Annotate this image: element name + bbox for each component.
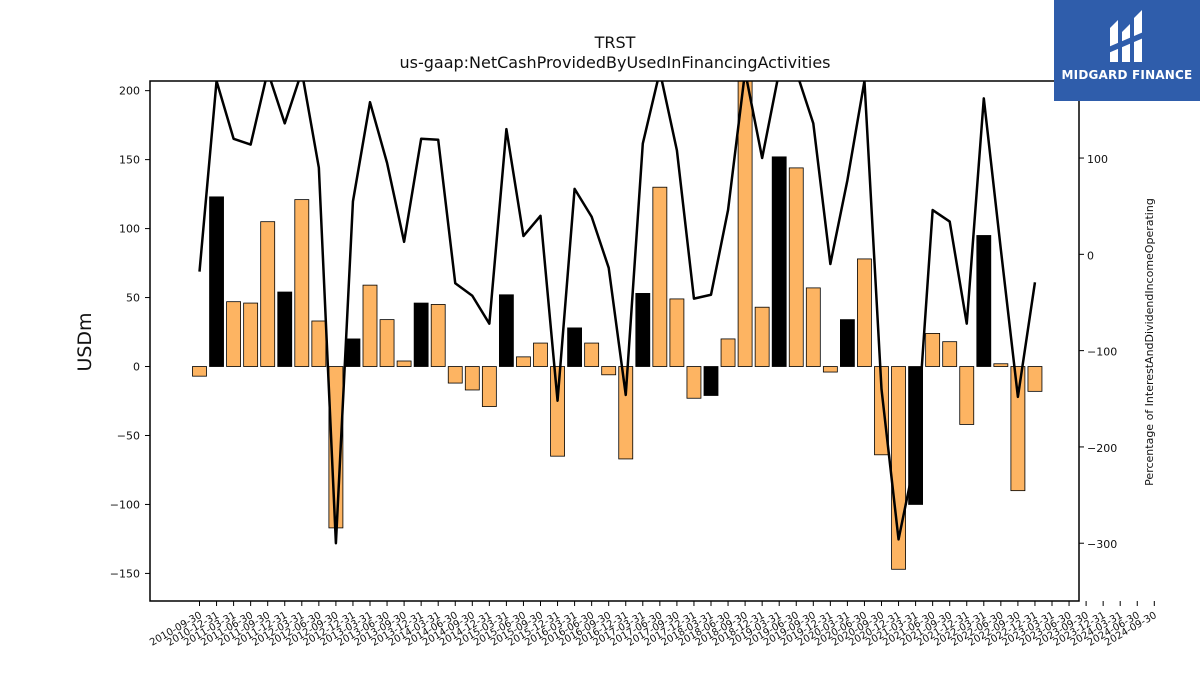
line-path [198, 81, 1037, 545]
bar-2012-12-31 [345, 338, 361, 367]
bar-2017-03-31 [635, 293, 651, 367]
bar-2011-09-30 [260, 221, 276, 367]
y-axis-label: USDm [74, 312, 96, 371]
bar-2019-09-30 [805, 287, 821, 367]
y-tick-label: −150 [110, 567, 140, 580]
bar-series [192, 81, 1043, 570]
bar-2015-09-30 [533, 342, 548, 367]
bar-2013-03-31 [362, 284, 378, 367]
y2-axis-label: Percentage of InterestAndDividendIncomeO… [1143, 198, 1156, 486]
y-tick-label: 200 [119, 85, 140, 98]
bar-2013-12-31 [413, 302, 429, 367]
bar-2019-06-30 [788, 167, 804, 367]
bar-2013-09-30 [396, 360, 412, 367]
bar-2017-06-30 [652, 186, 668, 367]
y-tick-label: 100 [119, 223, 140, 236]
bar-2016-09-30 [601, 366, 617, 376]
bar-2015-06-30 [516, 356, 531, 367]
bar-2018-06-30 [720, 338, 736, 367]
bar-2016-12-31 [618, 366, 634, 460]
bar-2020-09-30 [874, 366, 889, 456]
y-tick-label: 0 [133, 361, 140, 374]
bar-2011-12-31 [277, 291, 293, 367]
bar-2019-12-31 [822, 366, 838, 373]
bar-2020-06-30 [857, 258, 872, 367]
bar-2018-03-31 [703, 366, 719, 396]
y2-tick-label: 100 [1087, 153, 1108, 166]
y-axis: 200 150 100 50 0 −50 −100 −150 [110, 85, 150, 580]
y2-tick-label: −300 [1087, 538, 1117, 551]
bar-2014-09-30 [464, 366, 480, 391]
bar-2018-12-31 [754, 306, 770, 367]
chart-subtitle: us-gaap:NetCashProvidedByUsedInFinancing… [399, 53, 830, 72]
line-series [198, 81, 1037, 545]
bar-2019-03-31 [771, 156, 787, 367]
y-tick-label: −100 [110, 498, 140, 511]
bar-2022-03-31 [976, 235, 992, 367]
bar-2018-09-30 [737, 81, 753, 367]
bar-2021-09-30 [942, 341, 958, 367]
bar-2011-03-31 [226, 301, 242, 367]
bar-2012-03-31 [294, 199, 310, 367]
y2-tick-label: −200 [1087, 442, 1117, 455]
bar-2022-06-30 [993, 363, 1009, 367]
y2-tick-label: −100 [1087, 346, 1117, 359]
bar-2020-03-31 [840, 319, 855, 367]
y2-axis: 100 0 −100 −200 −300 [1079, 153, 1117, 551]
bar-2015-03-31 [498, 294, 514, 367]
bar-2014-03-31 [430, 304, 446, 367]
bar-2012-06-30 [311, 320, 327, 367]
bar-2016-03-31 [567, 327, 582, 367]
bar-2010-12-31 [209, 196, 224, 367]
bar-2022-12-31 [1027, 366, 1043, 392]
bar-2014-06-30 [447, 366, 463, 384]
bar-2015-12-31 [550, 366, 565, 457]
bar-2011-06-30 [243, 302, 259, 367]
bar-2016-06-30 [584, 342, 600, 367]
bar-2022-09-30 [1010, 366, 1026, 492]
bar-2021-12-31 [959, 366, 975, 425]
y-tick-label: 150 [119, 154, 140, 167]
bar-2013-06-30 [379, 319, 395, 367]
y-tick-label: 50 [126, 292, 140, 305]
plot-frame [149, 80, 1080, 602]
bar-2017-09-30 [669, 298, 685, 367]
x-axis: 2010-09-302010-12-312011-03-312011-06-30… [148, 601, 1159, 649]
midgard-logo-icon [1106, 10, 1148, 62]
bar-2017-12-31 [686, 366, 702, 399]
bar-2010-09-30 [192, 366, 207, 377]
bar-2021-06-30 [925, 333, 941, 367]
y-tick-label: −50 [117, 429, 140, 442]
y2-tick-label: 0 [1087, 249, 1094, 262]
bar-2014-12-31 [481, 366, 497, 407]
brand-name: MIDGARD FINANCE [1061, 68, 1193, 82]
brand-logo: MIDGARD FINANCE [1054, 0, 1200, 101]
chart-title: TRST [594, 33, 636, 52]
